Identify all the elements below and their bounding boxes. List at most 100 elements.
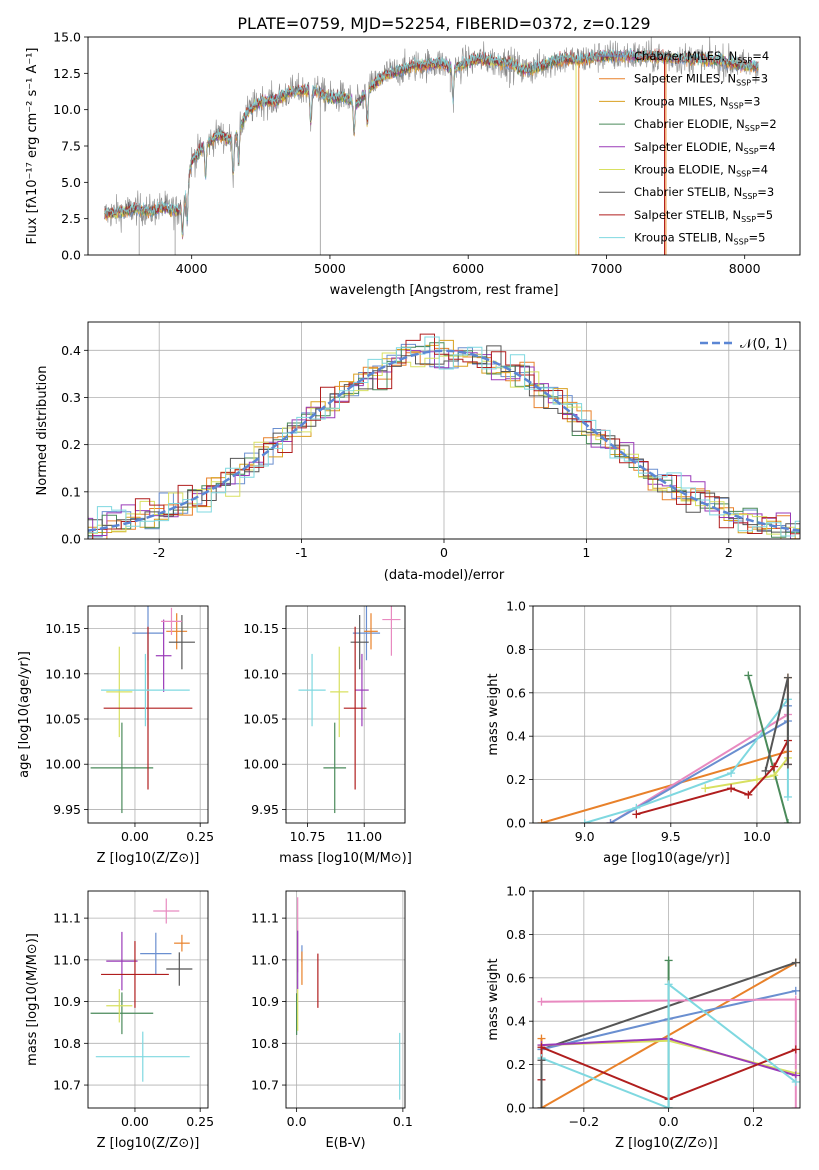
figure-title: PLATE=0759, MJD=52254, FIBERID=0372, z=0…: [237, 14, 650, 33]
y-tick-label: 10.8: [53, 1036, 81, 1051]
normal-curve: [88, 349, 800, 532]
y-tick-label: 11.0: [251, 952, 279, 967]
x-tick-label: 8000: [729, 261, 761, 276]
weight-line: [747, 675, 789, 823]
weight-line: [541, 982, 797, 1108]
y-tick-label: 0.0: [506, 816, 526, 831]
x-tick-label: 11.00: [346, 829, 382, 844]
x-axis-label: mass [log10(M/M⊙)]: [279, 851, 412, 866]
mass_vs_ebv-axes: 0.0 0.1 10.7 10.8 10.9 11.0 11.1 E(B-V): [251, 891, 413, 1151]
x-axis-label: age [log10(age/yr)]: [603, 851, 730, 866]
x-tick-label: 0.00: [121, 1114, 149, 1129]
x-axis-label: Z [log10(Z/Z⊙)]: [97, 1136, 200, 1151]
residuals-axes: -2 -1 0 1 2 0.0 0.1 0.2 0.3 0.4 (data-model)/error…: [35, 322, 800, 583]
y-tick-label: 10.7: [53, 1078, 81, 1093]
axes-frame: [532, 890, 801, 1109]
y-tick-label: 11.1: [53, 911, 81, 926]
weight-line: [541, 677, 789, 823]
x-tick-label: 0.2: [743, 1114, 763, 1129]
y-tick-label: 10.05: [45, 712, 81, 727]
mass_vs_z-axes: 0.00 0.25 10.7 10.8 10.9 11.0 11.1 Z [log10(Z/Z…: [25, 891, 214, 1151]
histogram-step: [88, 333, 800, 539]
x-axis-label: wavelength [Angstrom, rest frame]: [330, 283, 559, 298]
y-tick-label: 11.1: [251, 911, 279, 926]
y-tick-label: 0.8: [506, 927, 526, 942]
y-tick-label: 1.0: [506, 599, 526, 614]
y-tick-label: 0.3: [61, 390, 81, 405]
age_vs_z-axes: 0.00 0.25 9.95 10.00 10.05 10.10 10.15 Z [log10…: [17, 606, 214, 866]
y-tick-label: 0.0: [61, 532, 81, 547]
x-tick-label: -2: [153, 545, 165, 560]
x-tick-label: 0.0: [287, 1114, 307, 1129]
histograms: [88, 333, 800, 539]
y-tick-label: 5.0: [61, 175, 81, 190]
histogram-step: [88, 347, 800, 539]
y-tick-label: 7.5: [61, 139, 81, 154]
x-axis-label: Z [log10(Z/Z⊙)]: [615, 1136, 718, 1151]
y-axis-label: mass [log10(M/M⊙)]: [25, 933, 40, 1066]
legend-label: 𝒩(0, 1): [740, 337, 787, 352]
x-tick-label: 9.0: [575, 829, 595, 844]
histogram-step: [88, 345, 800, 534]
mass_vs_ebv-points: [296, 897, 401, 1100]
legend-label: Salpeter ELODIE, NSSP=4: [634, 140, 776, 156]
y-tick-label: 10.00: [243, 757, 279, 772]
y-axis-label: mass weight: [486, 958, 501, 1040]
model-line-kroupa-stelib: [104, 48, 759, 235]
y-tick-label: 10.15: [45, 621, 81, 636]
age_vs_z-points: [90, 606, 195, 814]
axes-frame: [87, 321, 801, 540]
y-axis-label: age [log10(age/yr)]: [17, 651, 32, 778]
age_vs_mass-axes: 10.75 11.00 9.95 10.00 10.05 10.10 10.15 mass […: [243, 606, 412, 866]
y-tick-label: 10.9: [53, 994, 81, 1009]
x-tick-label: 0.25: [186, 829, 214, 844]
spectrum-axes: 4000 5000 6000 7000 8000 0.0 2.5 5.0 7.5 10.0 12.5…: [25, 30, 761, 299]
mass_weight_vs_z-lines: [537, 956, 800, 1108]
legend-label: Salpeter STELIB, NSSP=5: [634, 208, 773, 224]
y-tick-label: 1.0: [506, 884, 526, 899]
age_vs_mass-points: [298, 606, 401, 814]
spectrum-lines: [104, 37, 759, 255]
x-tick-label: 0.1: [393, 1114, 413, 1129]
y-axis-label: Normed distribution: [35, 366, 50, 496]
y-tick-label: 0.2: [506, 772, 526, 787]
x-axis-label: (data-model)/error: [384, 568, 505, 583]
y-tick-label: 0.0: [61, 248, 81, 263]
axes-frame: [285, 605, 406, 824]
x-tick-label: 0.25: [186, 1114, 214, 1129]
axes-frame: [532, 605, 801, 824]
y-tick-label: 0.4: [506, 1014, 526, 1029]
axes-frame: [285, 890, 406, 1109]
y-tick-label: 0.2: [61, 437, 81, 452]
y-tick-label: 0.2: [506, 1057, 526, 1072]
axes-frame: [87, 605, 209, 824]
y-tick-label: 9.95: [53, 802, 81, 817]
histogram-step: [88, 339, 800, 539]
y-tick-label: 10.0: [53, 102, 81, 117]
spectrum-legend: Chabrier MILES, NSSP=4 Salpeter MILES, NS…: [599, 49, 777, 247]
y-tick-label: 0.4: [61, 343, 81, 358]
x-axis-label: Z [log10(Z/Z⊙)]: [97, 851, 200, 866]
y-tick-label: 0.0: [506, 1101, 526, 1116]
x-tick-label: 7000: [591, 261, 623, 276]
legend-label: Salpeter MILES, NSSP=3: [634, 72, 768, 88]
legend-label: Kroupa ELODIE, NSSP=4: [634, 163, 768, 179]
weight-line: [636, 740, 789, 816]
y-tick-label: 10.05: [243, 712, 279, 727]
x-tick-label: -1: [295, 545, 307, 560]
y-tick-label: 12.5: [53, 66, 81, 81]
x-tick-label: 10.0: [743, 829, 771, 844]
legend-label: Chabrier MILES, NSSP=4: [634, 49, 769, 65]
y-tick-label: 10.9: [251, 994, 279, 1009]
x-tick-label: 0: [440, 545, 448, 560]
y-tick-label: 10.00: [45, 757, 81, 772]
legend-label: Chabrier ELODIE, NSSP=2: [634, 117, 777, 133]
x-tick-label: 1: [582, 545, 590, 560]
x-tick-label: 9.5: [661, 829, 681, 844]
y-tick-label: 10.8: [251, 1036, 279, 1051]
mass_weight_vs_age-lines: [537, 671, 792, 823]
histogram-step: [88, 336, 800, 537]
y-tick-label: 15.0: [53, 30, 81, 45]
y-tick-label: 9.95: [251, 802, 279, 817]
